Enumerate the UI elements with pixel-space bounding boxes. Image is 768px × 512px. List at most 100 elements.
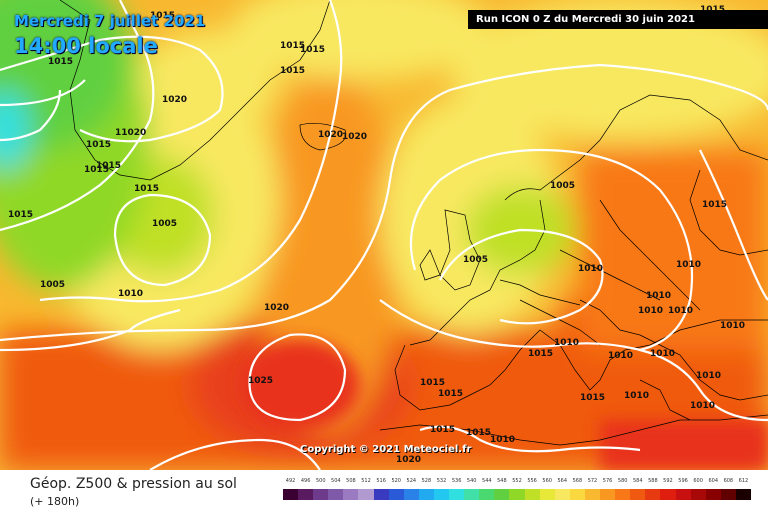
isobar-label: 1010 — [608, 351, 633, 361]
legend-value-label: 556 — [527, 478, 537, 484]
legend-color-swatch — [358, 489, 375, 500]
legend-color-swatch — [449, 489, 465, 500]
legend-value-labels: 492 496 500 504 508 512 516 520 524 528 532 536 540 5… — [283, 478, 751, 488]
isobar-label: 1015 — [300, 45, 325, 55]
legend-color-swatch — [388, 489, 405, 500]
isobar-label: 1010 — [578, 264, 603, 274]
isobar-label: 1010 — [676, 260, 701, 270]
legend-value-label: 532 — [436, 478, 447, 484]
copyright-notice: Copyright © 2021 Meteociel.fr — [300, 444, 472, 455]
legend-value-label: 504 — [331, 478, 341, 484]
legend-value-label: 516 — [376, 478, 386, 484]
legend-value-label: 608 — [723, 478, 734, 484]
isobar-label: 1015 — [150, 11, 175, 21]
forecast-date: Mercredi 7 juillet 2021 — [14, 12, 206, 30]
isobar-label: 1005 — [463, 255, 488, 265]
isobar-label: 1010 — [720, 321, 745, 331]
legend-color-swatch — [615, 489, 631, 500]
isobar-labels: 1015 1015 1015 1015 1015 1020 1020 1020 … — [8, 5, 745, 465]
isobar-label: 1010 — [118, 289, 143, 299]
isobar-label: 1015 — [580, 393, 605, 403]
legend-color-swatch — [373, 489, 390, 500]
weather-map: 1015 1015 1015 1015 1015 1020 1020 1020 … — [0, 0, 768, 470]
legend-value-label: 580 — [617, 478, 628, 484]
product-title: Géop. Z500 & pression au sol — [30, 476, 237, 492]
isobar-label: 1015 — [702, 200, 727, 210]
legend-color-swatch — [283, 489, 299, 500]
isobar-label: 1010 — [690, 401, 715, 411]
legend-value-label: 496 — [300, 478, 311, 484]
legend-color-swatch — [479, 489, 495, 500]
legend-value-label: 592 — [663, 478, 673, 484]
isobar-label: 1010 — [554, 338, 579, 348]
legend-color-swatch — [313, 489, 329, 500]
isobar-label: 1005 — [550, 181, 575, 191]
legend-value-label: 612 — [738, 478, 749, 484]
legend-value-label: 596 — [678, 478, 688, 484]
model-run-banner: Run ICON 0 Z du Mercredi 30 juin 2021 — [468, 10, 768, 29]
color-legend-bar — [283, 489, 752, 500]
legend-value-label: 568 — [572, 478, 583, 484]
legend-color-swatch — [539, 489, 556, 500]
legend-value-label: 512 — [361, 478, 371, 484]
map-canvas: 1015 1015 1015 1015 1015 1020 1020 1020 … — [0, 0, 768, 470]
legend-color-swatch — [343, 489, 359, 500]
legend-value-label: 560 — [542, 478, 552, 484]
isobar-label: 1020 — [162, 95, 187, 105]
isobar-label: 1015 — [420, 378, 445, 388]
legend-value-label: 584 — [632, 478, 643, 484]
legend-color-swatch — [403, 489, 420, 500]
isobar-label: 1015 — [8, 210, 33, 220]
isobar-label: 1020 — [342, 132, 367, 142]
isobar-label: 1010 — [668, 306, 693, 316]
isobar-label: 1005 — [152, 219, 177, 229]
legend-color-swatch — [418, 489, 435, 500]
isobar-label: 1015 — [280, 41, 305, 51]
legend-color-swatch — [584, 489, 601, 500]
legend-value-label: 524 — [406, 478, 417, 484]
isobar-label: 1020 — [264, 303, 289, 313]
legend-color-swatch — [675, 489, 692, 500]
legend-color-swatch — [735, 489, 752, 500]
map-footer: Géop. Z500 & pression au sol (+ 180h) 49… — [0, 470, 768, 512]
legend-color-swatch — [554, 489, 571, 500]
legend-color-swatch — [464, 489, 480, 500]
legend-color-swatch — [509, 489, 526, 500]
isobar-label: 1015 — [280, 66, 305, 76]
legend-value-label: 536 — [451, 478, 462, 484]
isobar-label: 1010 — [696, 371, 721, 381]
legend-color-swatch — [328, 489, 344, 500]
legend-color-swatch — [690, 489, 707, 500]
legend-value-label: 576 — [602, 478, 613, 484]
isobar-label: 1015 — [48, 57, 73, 67]
legend-color-swatch — [494, 489, 510, 500]
isobar-label: 1020 — [396, 455, 421, 465]
legend-color-swatch — [298, 489, 314, 500]
isobar-label: 1015 — [134, 184, 159, 194]
legend-value-label: 540 — [466, 478, 477, 484]
isobar-label: 1015 — [438, 389, 463, 399]
legend-value-label: 528 — [421, 478, 432, 484]
legend-color-swatch — [660, 489, 676, 500]
isobar-label: 1010 — [638, 306, 663, 316]
legend-color-swatch — [569, 489, 586, 500]
isobars — [0, 0, 768, 470]
legend-color-swatch — [630, 489, 646, 500]
legend-value-label: 588 — [648, 478, 658, 484]
isobar-label: 1010 — [624, 391, 649, 401]
legend-color-swatch — [645, 489, 661, 500]
lead-time: (+ 180h) — [30, 495, 80, 508]
legend-value-label: 600 — [693, 478, 703, 484]
geopotential-field — [0, 0, 768, 470]
legend-color-swatch — [524, 489, 541, 500]
legend-value-label: 508 — [346, 478, 356, 484]
isobar-label: 1010 — [650, 349, 675, 359]
legend-color-swatch — [705, 489, 722, 500]
isobar-label: 1015 — [430, 425, 455, 435]
legend-value-label: 500 — [315, 478, 326, 484]
isobar-label: 1010 — [646, 291, 671, 301]
legend-value-label: 544 — [482, 478, 492, 484]
isobar-label: 1015 — [528, 349, 553, 359]
legend-value-label: 564 — [557, 478, 568, 484]
legend-color-swatch — [433, 489, 450, 500]
